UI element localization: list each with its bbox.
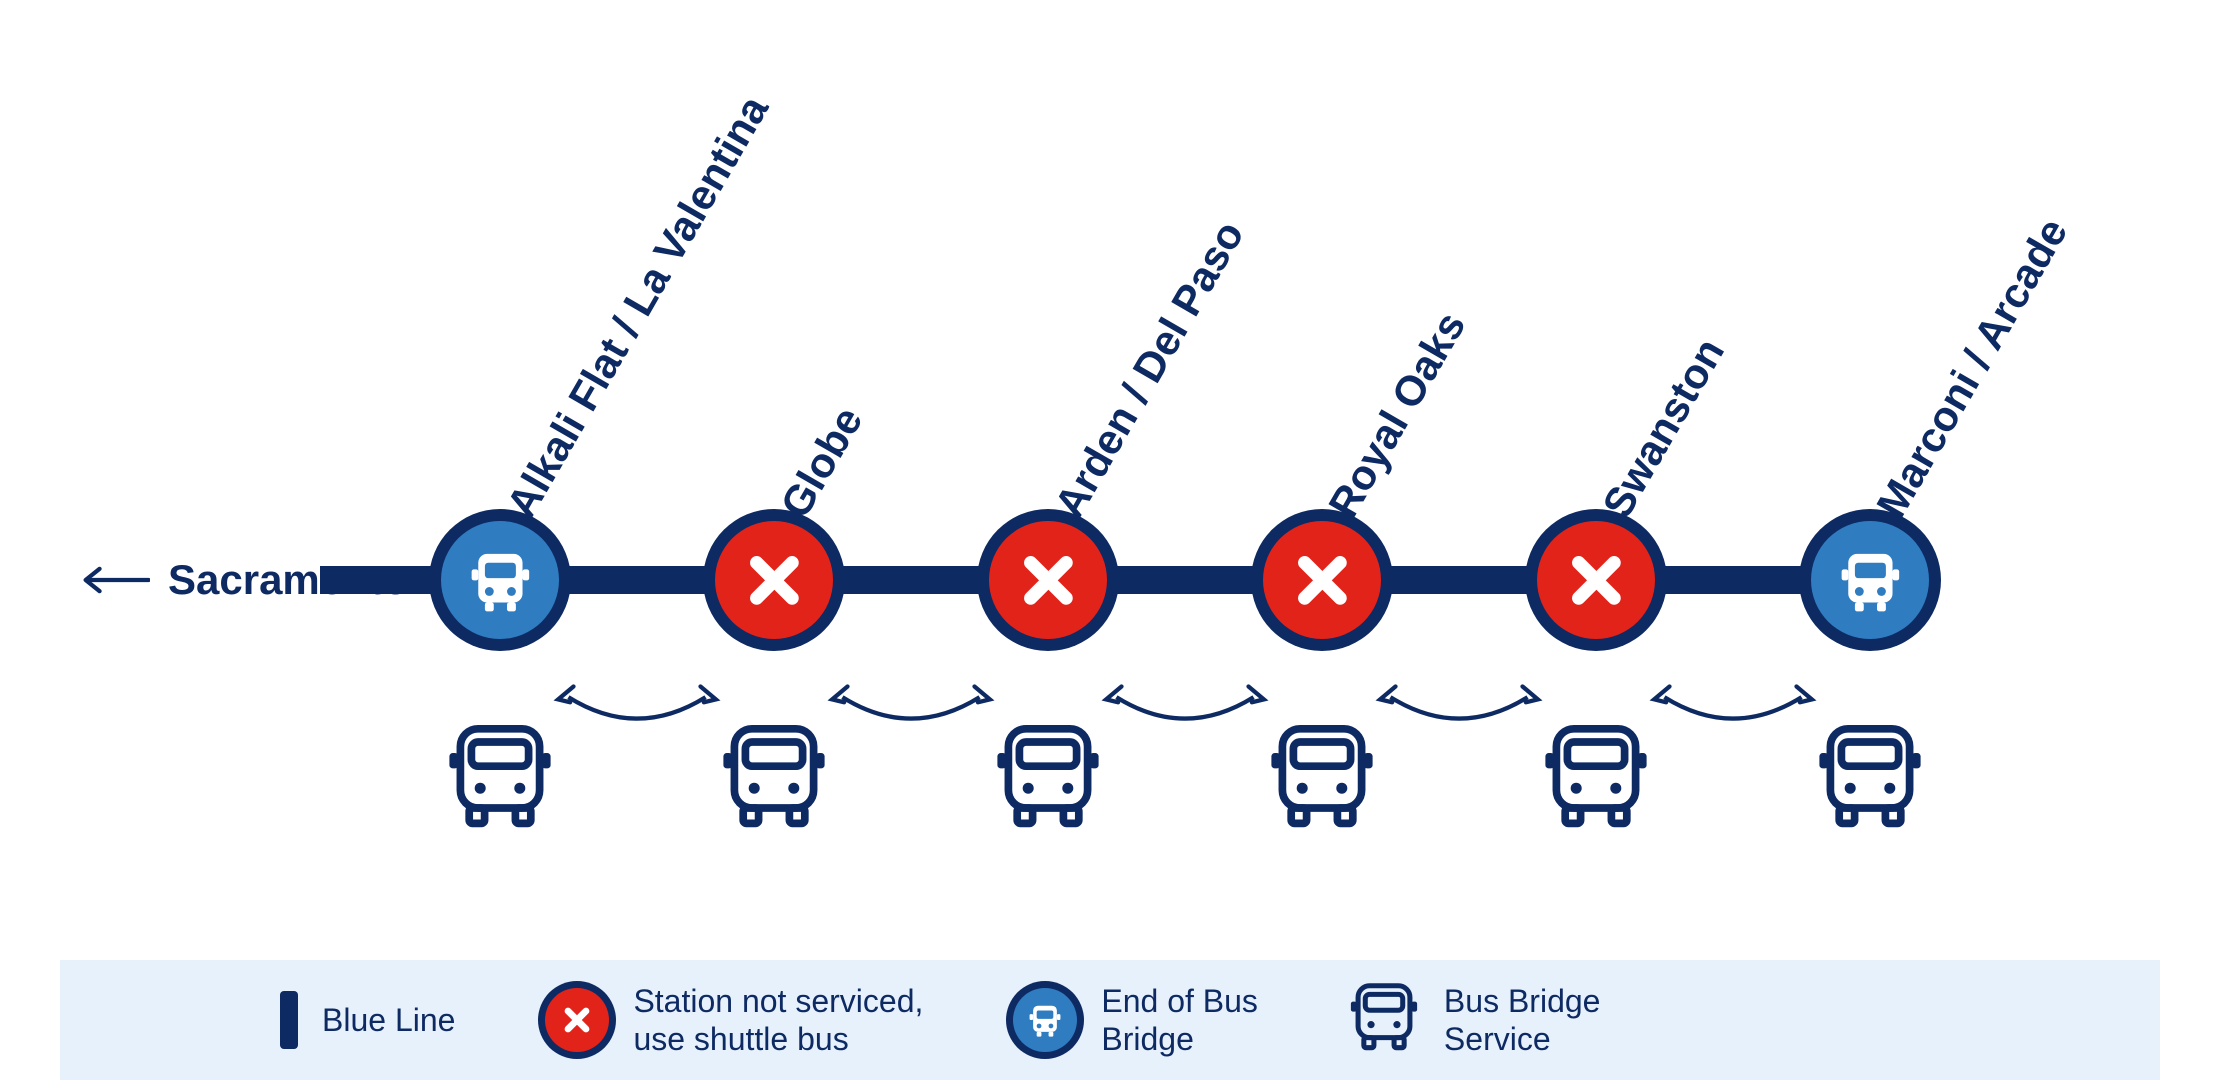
connector-arc-icon <box>545 680 729 740</box>
connector-arc-icon <box>819 680 1003 740</box>
legend-end-bus-bridge-icon <box>1013 988 1077 1052</box>
legend-not-serviced-icon <box>545 988 609 1052</box>
station-label: Royal Oaks <box>1319 304 1475 526</box>
legend-swatch-line <box>280 991 298 1049</box>
station-node <box>715 521 833 639</box>
legend-item: Station not serviced, use shuttle bus <box>545 982 923 1059</box>
cross-icon <box>739 545 810 616</box>
station-node <box>1811 521 1929 639</box>
bus-bridge-connector <box>1641 680 1825 745</box>
bus-icon <box>1815 720 1925 830</box>
bus-icon <box>1541 720 1651 830</box>
station-label: Marconi / Arcade <box>1867 210 2077 526</box>
bus-icon <box>1348 980 1420 1052</box>
bus-bridge-connector <box>1367 680 1551 745</box>
bus-bridge-stop-icon <box>993 720 1103 835</box>
bus-icon <box>1835 545 1906 616</box>
connector-arc-icon <box>1367 680 1551 740</box>
cross-icon <box>559 1002 595 1038</box>
bus-icon <box>1026 1001 1064 1039</box>
legend-label: Station not serviced, use shuttle bus <box>633 982 923 1059</box>
station-label: Arden / Del Paso <box>1045 213 1253 526</box>
cross-icon <box>1561 545 1632 616</box>
bus-icon <box>465 545 536 616</box>
bus-icon <box>993 720 1103 830</box>
connector-arc-icon <box>1093 680 1277 740</box>
bus-bridge-stop-icon <box>1815 720 1925 835</box>
station-label: Globe <box>771 399 872 526</box>
station-label: Swanston <box>1593 330 1734 526</box>
legend-item: Bus Bridge Service <box>1348 980 1601 1060</box>
legend-item: End of Bus Bridge <box>1013 982 1258 1059</box>
station-node <box>989 521 1107 639</box>
cross-icon <box>1013 545 1084 616</box>
bus-icon <box>719 720 829 830</box>
connector-arc-icon <box>1641 680 1825 740</box>
legend-label: Blue Line <box>322 1001 455 1039</box>
arrow-left-icon <box>80 560 150 600</box>
bus-bridge-stop-icon <box>1267 720 1377 835</box>
arrow-left-icon <box>80 560 150 600</box>
station-label: Alkali Flat / La Valentina <box>497 88 778 526</box>
station-node <box>1263 521 1381 639</box>
station-node <box>441 521 559 639</box>
bus-icon <box>1267 720 1377 830</box>
bus-bridge-stop-icon <box>719 720 829 835</box>
bus-bridge-connector <box>1093 680 1277 745</box>
bus-bridge-connector <box>545 680 729 745</box>
cross-icon <box>1287 545 1358 616</box>
station-node <box>1537 521 1655 639</box>
bus-icon <box>445 720 555 830</box>
legend-bus-service-icon <box>1348 980 1420 1060</box>
bus-bridge-stop-icon <box>445 720 555 835</box>
bus-bridge-connector <box>819 680 1003 745</box>
legend-label: Bus Bridge Service <box>1444 982 1601 1059</box>
bus-bridge-stop-icon <box>1541 720 1651 835</box>
legend: Blue Line Station not serviced, use shut… <box>60 960 2160 1080</box>
legend-item: Blue Line <box>280 991 455 1049</box>
legend-label: End of Bus Bridge <box>1101 982 1258 1059</box>
